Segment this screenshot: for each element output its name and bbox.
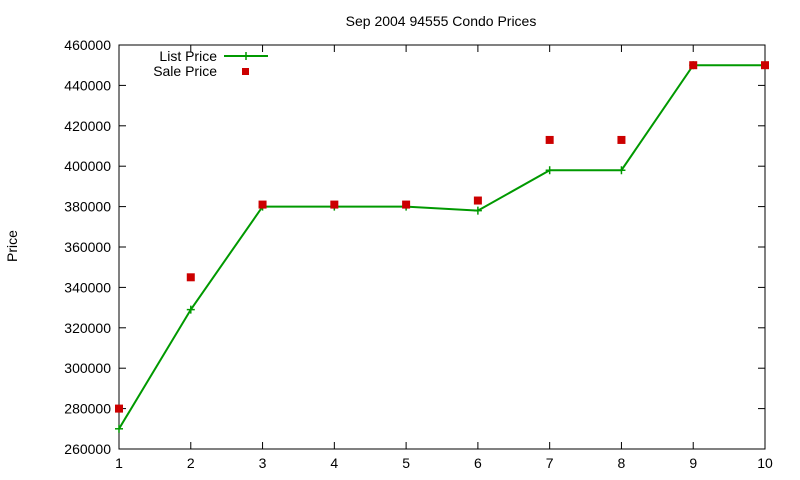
y-tick-label: 280000 (64, 401, 111, 417)
x-tick-label: 4 (330, 455, 338, 471)
sale-price-point (545, 135, 554, 144)
sale-price-point (689, 61, 698, 70)
legend-marker-list-price (242, 52, 250, 60)
legend: List Price Sale Price (153, 48, 268, 79)
y-tick-label: 380000 (64, 199, 111, 215)
x-tick-label: 1 (115, 455, 123, 471)
axis-ticks: 260000 280000 300000 320000 340000 360000 3800… (64, 37, 773, 471)
sale-price-point (115, 404, 123, 413)
y-tick-label: 320000 (64, 320, 111, 336)
sale-price-point (473, 196, 482, 205)
x-tick-label: 10 (757, 455, 773, 471)
legend-label-sale-price: Sale Price (153, 63, 217, 79)
legend-marker-sale-price (242, 68, 249, 75)
x-tick-label: 9 (689, 455, 697, 471)
sale-price-point (617, 135, 626, 144)
list-price-point (186, 305, 195, 314)
x-tick-label: 7 (546, 455, 554, 471)
y-tick-label: 420000 (64, 118, 111, 134)
list-price-point (473, 206, 482, 215)
list-price-line (118, 64, 765, 430)
sale-price-point (258, 200, 267, 209)
x-tick-label: 5 (402, 455, 410, 471)
x-tick-label: 8 (618, 455, 626, 471)
legend-label-list-price: List Price (159, 48, 217, 64)
y-tick-label: 400000 (64, 158, 111, 174)
y-tick-label: 440000 (64, 77, 111, 93)
sale-price-point (186, 273, 195, 282)
sale-price-point (761, 61, 769, 70)
y-tick-label: 260000 (64, 441, 111, 457)
sale-price-point (330, 200, 339, 209)
y-tick-label: 300000 (64, 360, 111, 376)
plot-border (118, 44, 766, 450)
y-tick-label: 460000 (64, 37, 111, 53)
x-tick-label: 6 (474, 455, 482, 471)
series-layer (115, 61, 769, 433)
list-price-point (617, 166, 626, 175)
y-tick-label: 360000 (64, 239, 111, 255)
sale-price-point (402, 200, 411, 209)
y-tick-label: 340000 (64, 279, 111, 295)
x-tick-label: 3 (259, 455, 267, 471)
x-tick-label: 2 (187, 455, 195, 471)
list-price-point (545, 166, 554, 175)
chart-title: Sep 2004 94555 Condo Prices (346, 13, 537, 29)
y-axis-label: Price (4, 230, 20, 262)
list-price-point (115, 424, 123, 433)
